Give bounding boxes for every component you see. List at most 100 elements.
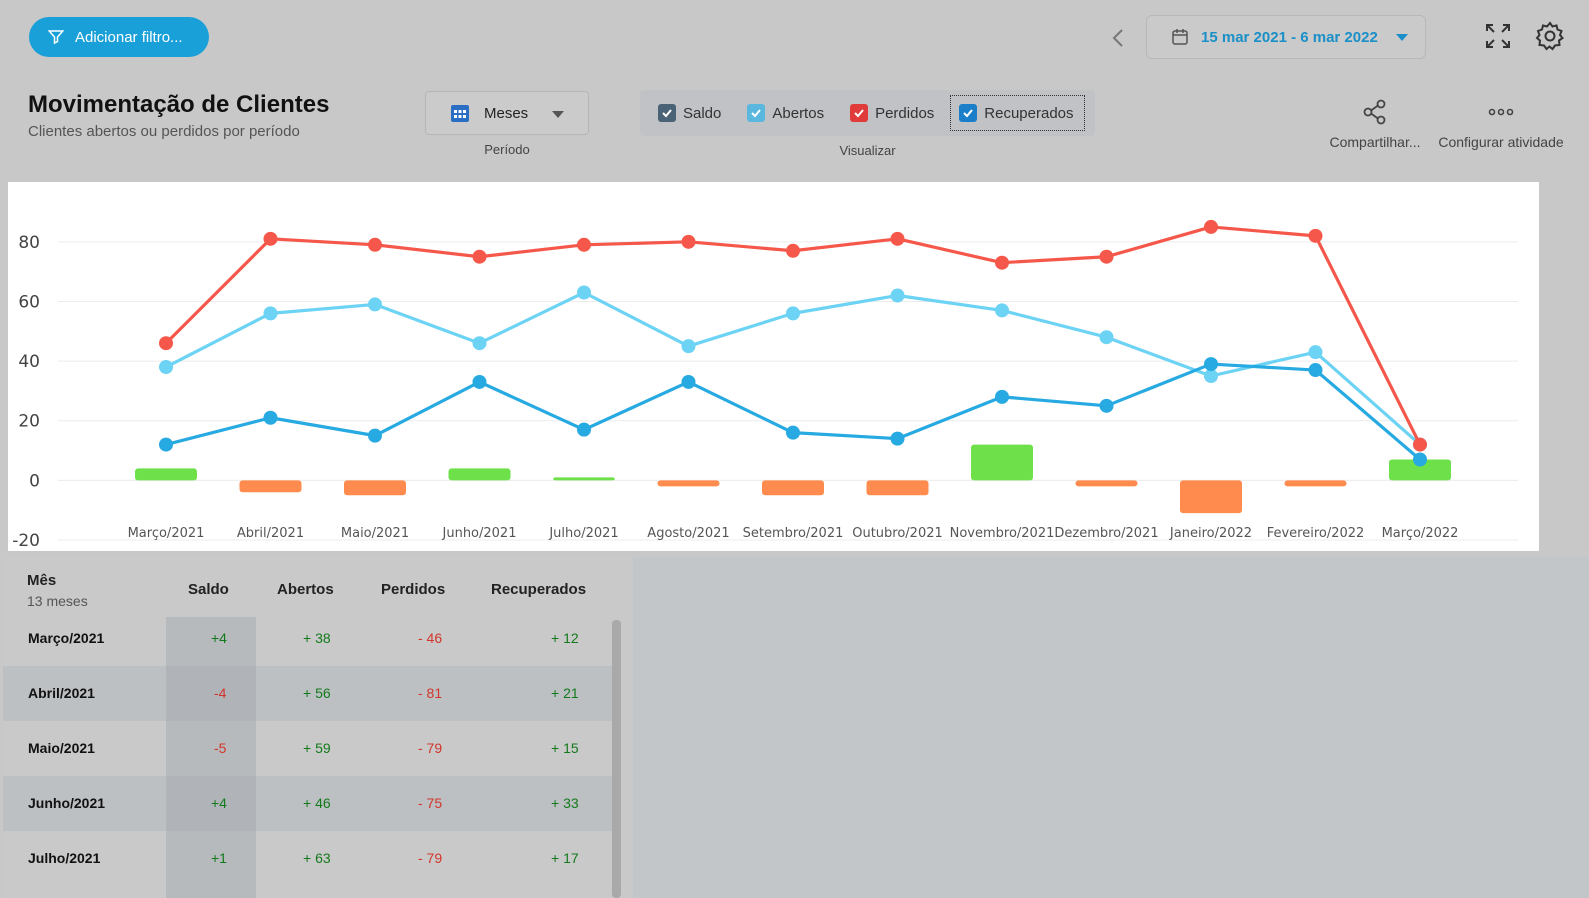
abertos-point [1099, 330, 1114, 345]
chart-panel: -20 0 20 40 60 80 Março/2021 Abril/2021 Maio/202… [8, 182, 1539, 551]
saldo-bar [448, 468, 511, 481]
saldo-bar [971, 444, 1033, 481]
perdidos-point [786, 243, 800, 258]
abertos-point [472, 336, 487, 351]
saldo-bar [1284, 480, 1347, 487]
table-row[interactable]: Julho/2021 +1 + 63 - 79 + 17 [28, 850, 579, 866]
toggle-abertos[interactable]: Abertos [747, 95, 824, 131]
saldo-bar [866, 480, 929, 496]
checkbox-checked-icon[interactable] [658, 104, 676, 122]
saldo-cell-bg [166, 776, 256, 831]
share-label: Compartilhar... [1329, 134, 1421, 150]
recuperados-point [263, 410, 278, 425]
chevron-down-icon [1395, 33, 1408, 41]
chevron-left-icon[interactable] [1108, 26, 1128, 50]
recuperados-point [577, 422, 591, 437]
abertos-point [995, 303, 1009, 318]
saldo-column-bg [166, 617, 256, 898]
recuperados-point [995, 389, 1009, 404]
header-abertos[interactable]: Abertos [277, 581, 334, 598]
perdidos-point [1099, 249, 1114, 264]
recuperados-point [1413, 452, 1427, 467]
filter-icon [47, 30, 65, 45]
share-button[interactable]: Compartilhar... [1320, 98, 1430, 150]
x-tick-label: Abril/2021 [237, 526, 304, 541]
y-tick-label: 80 [18, 233, 40, 253]
page-subtitle: Clientes abertos ou perdidos por período [28, 123, 300, 140]
abertos-point [890, 288, 905, 303]
x-tick-label: Agosto/2021 [647, 526, 729, 541]
table-row[interactable]: Março/2021 +4 + 38 - 46 + 12 [28, 630, 579, 646]
recuperados-point [786, 425, 800, 440]
recuperados-point [1308, 363, 1323, 378]
checkbox-checked-icon[interactable] [959, 104, 978, 122]
x-tick-label: Novembro/2021 [950, 526, 1055, 541]
abertos-point [263, 306, 278, 321]
toggle-perdidos[interactable]: Perdidos [850, 95, 934, 131]
perdidos-point [368, 237, 382, 252]
header-recuperados[interactable]: Recuperados [491, 581, 587, 598]
visualize-toggle-group: Saldo Abertos Perdidos Recuperados [640, 90, 1095, 136]
x-tick-label: Janeiro/2022 [1169, 526, 1252, 541]
x-tick-label: Março/2022 [1382, 526, 1459, 541]
perdidos-point [890, 231, 905, 246]
toggle-recuperados[interactable]: Recuperados [950, 95, 1085, 131]
configure-activity-button[interactable]: Configurar atividade [1436, 98, 1566, 150]
add-filter-label: Adicionar filtro... [75, 28, 183, 46]
table-row[interactable]: Junho/2021 +4 + 46 - 75 + 33 [3, 776, 613, 831]
y-tick-label: 20 [18, 412, 40, 432]
y-tick-label: 60 [18, 292, 40, 312]
saldo-bar [239, 480, 302, 493]
x-tick-label: Fevereiro/2022 [1267, 526, 1365, 541]
header-perdidos[interactable]: Perdidos [381, 581, 446, 598]
header-month-count: 13 meses [27, 593, 88, 609]
configure-activity-label: Configurar atividade [1438, 134, 1564, 150]
expand-icon[interactable] [1484, 22, 1512, 50]
gear-icon[interactable] [1535, 21, 1565, 51]
x-tick-label: Maio/2021 [341, 526, 409, 541]
abertos-point [159, 360, 173, 375]
perdidos-line [164, 225, 1422, 446]
perdidos-point [1308, 228, 1323, 243]
saldo-bar [1389, 459, 1451, 481]
chevron-down-icon [552, 111, 564, 118]
saldo-bar [344, 480, 406, 496]
saldo-bar [553, 477, 615, 481]
share-icon [1363, 99, 1386, 125]
saldo-bar [1180, 480, 1242, 514]
x-tick-label: Dezembro/2021 [1054, 526, 1158, 541]
table-row[interactable]: Maio/2021 -5 + 59 - 79 + 15 [28, 740, 579, 756]
x-tick-label: Julho/2021 [548, 526, 618, 541]
checkbox-checked-icon[interactable] [850, 104, 869, 122]
table-scrollbar[interactable] [612, 620, 621, 898]
perdidos-point [681, 234, 696, 249]
data-table: Mês 13 meses Saldo Abertos Perdidos Recu… [3, 557, 633, 898]
period-label: Período [484, 142, 530, 157]
perdidos-point [577, 237, 591, 252]
recuperados-point [159, 437, 173, 452]
header-month[interactable]: Mês [27, 572, 57, 589]
date-range-value: 15 mar 2021 - 6 mar 2022 [1201, 28, 1378, 46]
period-select[interactable]: Meses [425, 91, 589, 135]
abertos-point [1204, 369, 1218, 383]
more-dots-icon [1488, 108, 1514, 116]
saldo-bar [1075, 480, 1138, 487]
checkbox-checked-icon[interactable] [747, 104, 766, 122]
toggle-saldo[interactable]: Saldo [658, 95, 721, 131]
add-filter-button[interactable]: Adicionar filtro... [29, 17, 209, 57]
saldo-cell-bg [166, 666, 256, 721]
saldo-bar [762, 480, 824, 496]
header-saldo[interactable]: Saldo [188, 581, 229, 598]
recuperados-point [890, 431, 905, 446]
table-row[interactable]: Abril/2021 -4 + 56 - 81 + 21 [3, 666, 613, 721]
saldo-bar [657, 480, 720, 487]
abertos-point [681, 339, 696, 354]
recuperados-point [368, 428, 382, 443]
saldo-bar [135, 468, 197, 481]
recuperados-point [1099, 398, 1114, 413]
y-tick-label: 0 [29, 471, 40, 491]
perdidos-point [1413, 437, 1427, 452]
x-tick-label: Março/2021 [128, 526, 205, 541]
date-range-picker[interactable]: 15 mar 2021 - 6 mar 2022 [1146, 15, 1426, 59]
top-bar: Adicionar filtro... 15 mar 2021 - 6 mar … [0, 0, 1589, 76]
